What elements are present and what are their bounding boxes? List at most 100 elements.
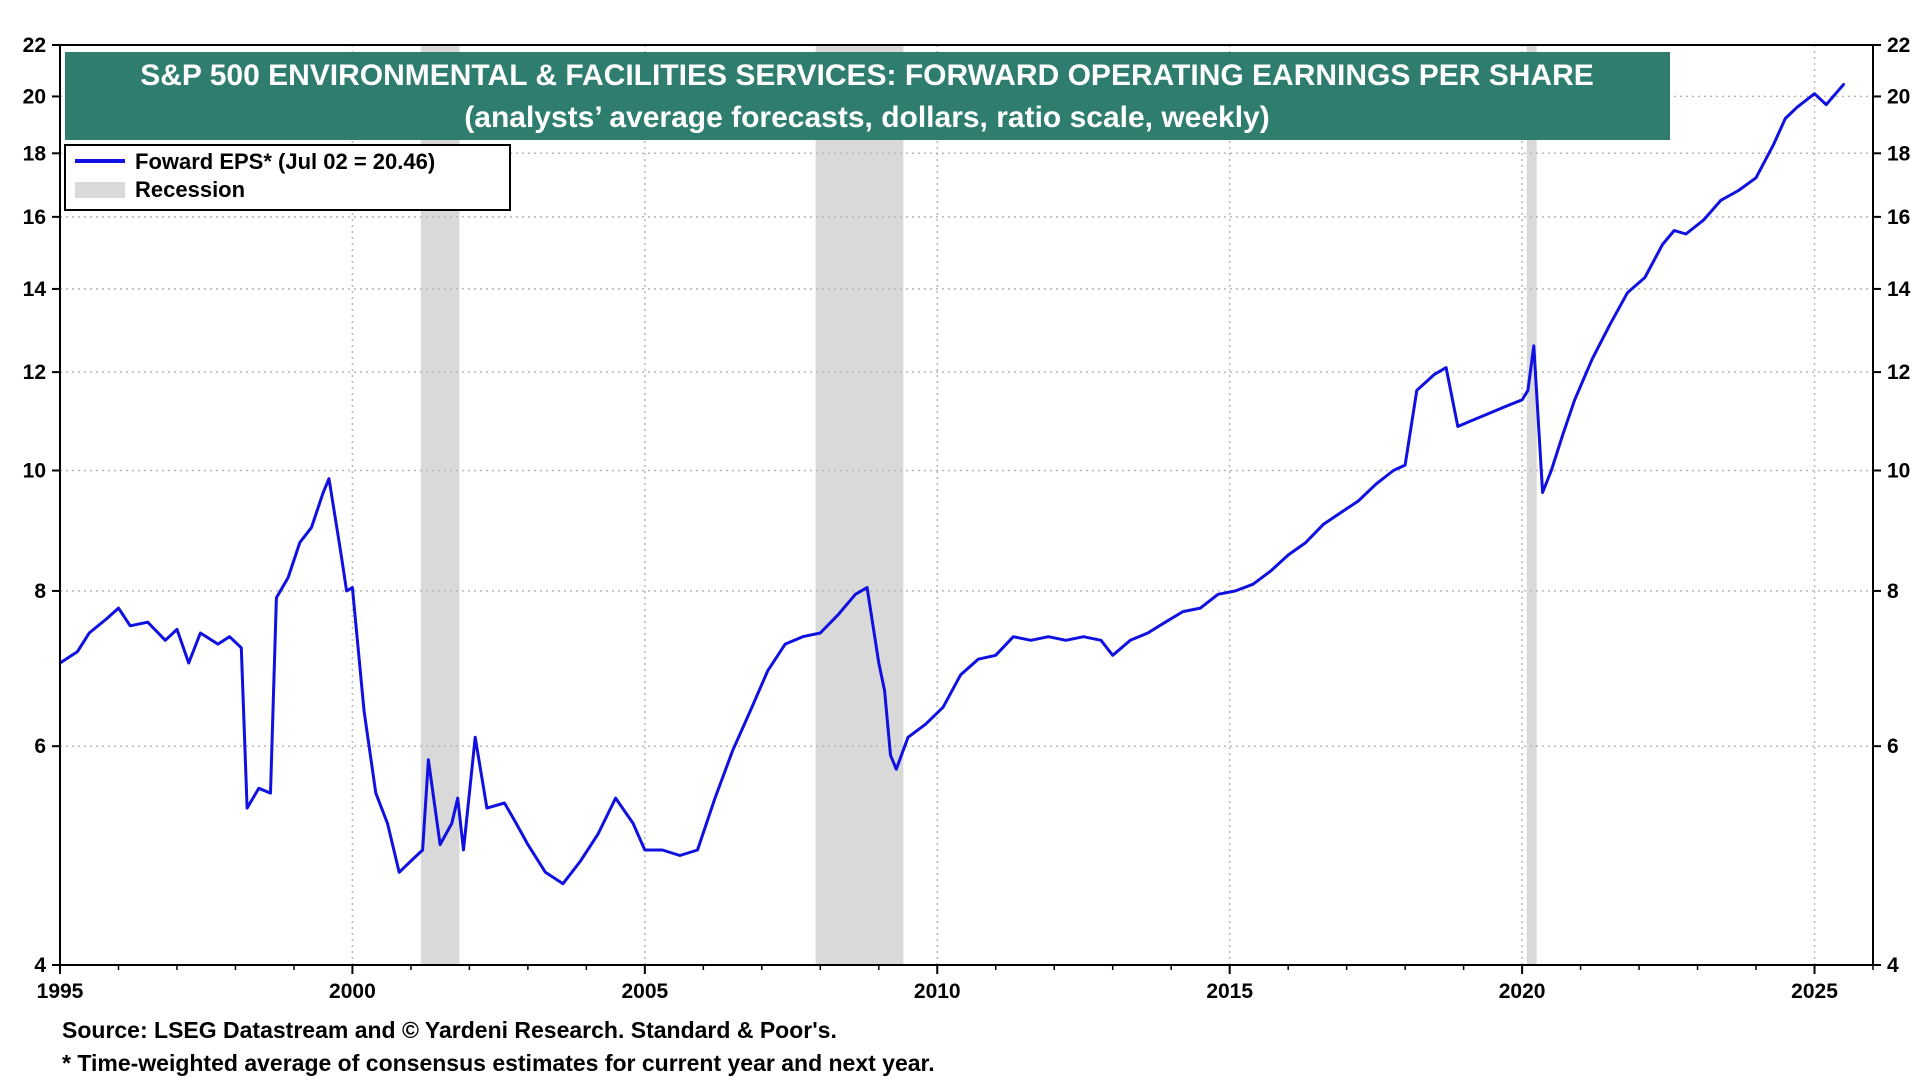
eps-data-point (1047, 635, 1050, 638)
plot-frame (59, 44, 1874, 966)
eps-data-point (1433, 373, 1436, 376)
eps-data-point (199, 631, 202, 635)
y-tick-label-right: 22 (1887, 34, 1910, 57)
eps-data-point (386, 822, 389, 825)
source-note: Source: LSEG Datastream and © Yardeni Re… (62, 1017, 837, 1043)
eps-data-point (474, 736, 477, 739)
y-tick-label-left: 10 (23, 460, 46, 483)
eps-data-point (1561, 432, 1565, 436)
eps-data-point (269, 791, 272, 795)
eps-data-point (298, 541, 301, 544)
eps-data-point (88, 631, 91, 635)
eps-data-point (339, 550, 342, 554)
eps-data-point (1719, 199, 1723, 202)
eps-data-point (784, 642, 787, 646)
eps-data-point (1339, 511, 1342, 514)
eps-data-point (614, 796, 617, 800)
eps-data-point (245, 806, 249, 810)
eps-data-point (1550, 469, 1553, 472)
eps-data-point (1304, 541, 1307, 544)
eps-data-point (462, 848, 465, 852)
eps-data-point (362, 710, 366, 713)
eps-data-point (976, 657, 980, 661)
legend-swatch-recession (75, 182, 125, 198)
eps-data-point (398, 871, 401, 874)
eps-data-point (351, 586, 354, 589)
eps-data-point (1251, 583, 1255, 586)
eps-data-point (321, 491, 325, 494)
eps-data-point (643, 848, 647, 852)
eps-data-point (257, 787, 261, 790)
eps-data-point (1772, 143, 1775, 146)
eps-data-point (579, 859, 582, 863)
title-box: S&P 500 ENVIRONMENTAL & FACILITIES SERVI… (65, 52, 1670, 140)
eps-data-point (661, 848, 664, 852)
eps-data-point (731, 749, 734, 752)
eps-data-point (1111, 654, 1114, 657)
eps-data-point (1456, 425, 1459, 428)
eps-data-point (1099, 639, 1103, 642)
eps-data-point (164, 639, 167, 642)
eps-data-point (748, 710, 752, 713)
eps-data-point (941, 705, 945, 709)
eps-data-point (854, 593, 857, 596)
eps-data-point (1234, 589, 1237, 593)
y-tick-label-right: 20 (1887, 85, 1910, 108)
eps-data-point (146, 620, 149, 624)
eps-data-point (327, 477, 331, 480)
y-tick-label-left: 18 (23, 142, 47, 165)
eps-data-point (1403, 463, 1407, 467)
eps-data-point (1541, 491, 1544, 494)
eps-data-point (561, 882, 565, 885)
x-tick-label: 2025 (1791, 980, 1838, 1003)
y-tick-label-right: 16 (1887, 206, 1910, 229)
y-tick-label-left: 8 (34, 580, 46, 603)
eps-data-point (1737, 189, 1740, 192)
eps-data-point (1146, 631, 1150, 635)
y-tick-label-right: 10 (1887, 460, 1910, 483)
eps-data-point (1591, 357, 1594, 360)
recession-band-3 (1526, 45, 1537, 965)
eps-data-point (1164, 620, 1167, 624)
footnote: * Time-weighted average of consensus est… (62, 1050, 935, 1076)
eps-data-point (1357, 499, 1360, 503)
eps-data-point (819, 631, 822, 635)
eps-data-point (877, 661, 880, 665)
eps-data-point (345, 589, 348, 593)
eps-data-point (1526, 389, 1530, 392)
eps-data-point (1216, 593, 1220, 596)
legend-box (64, 144, 511, 211)
chart-subtitle: (analysts’ average forecasts, dollars, r… (464, 101, 1269, 134)
eps-data-point (1702, 219, 1705, 222)
eps-data-point (1064, 639, 1068, 642)
eps-data-point (187, 661, 190, 665)
eps-data-point (1374, 482, 1378, 486)
legend: Foward EPS* (Jul 02 = 20.46) Recession (64, 144, 511, 211)
eps-data-point (286, 576, 290, 579)
eps-data-point (128, 624, 132, 627)
eps-data-point (1199, 606, 1202, 610)
eps-data-point (696, 848, 699, 852)
eps-data-point (456, 796, 459, 800)
y-tick-label-right: 14 (1887, 278, 1911, 301)
eps-data-point (1795, 106, 1799, 109)
eps-data-point (1468, 420, 1471, 423)
legend-label-recession: Recession (135, 177, 245, 202)
y-tick-label-right: 18 (1887, 142, 1911, 165)
eps-data-point (1643, 276, 1647, 279)
eps-data-point (503, 801, 506, 805)
eps-data-point (421, 848, 424, 852)
recession-band-2 (815, 45, 904, 965)
eps-data-point (1626, 291, 1629, 294)
eps-data-point (895, 767, 898, 771)
eps-data-point (1029, 639, 1033, 642)
x-tick-label: 2005 (621, 980, 668, 1003)
eps-data-point (240, 646, 243, 649)
eps-data-point (713, 796, 717, 800)
eps-data-point (310, 526, 313, 529)
eps-data-point (865, 586, 869, 589)
eps-data-point (1269, 569, 1272, 573)
eps-data-point (1082, 635, 1085, 638)
y-tick-label-right: 6 (1887, 735, 1899, 758)
